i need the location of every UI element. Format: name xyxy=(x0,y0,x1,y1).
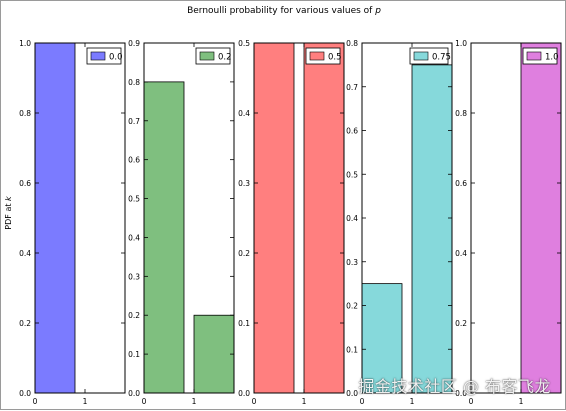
x-tick-label: 0 xyxy=(142,397,147,406)
x-tick-label: 1 xyxy=(192,397,197,406)
y-tick-label: 0.7 xyxy=(346,83,358,92)
y-tick-label: 0.2 xyxy=(238,249,250,258)
y-tick-label: 0.6 xyxy=(346,127,358,136)
bar xyxy=(143,81,185,394)
y-tick-label: 0.3 xyxy=(128,272,140,281)
bar xyxy=(520,42,562,394)
y-tick-label: 0.0 xyxy=(346,389,358,398)
y-tick-label: 0.0 xyxy=(455,389,467,398)
y-tick-label: 1.0 xyxy=(455,39,467,48)
y-tick-label: 0.4 xyxy=(455,249,467,258)
legend-label: 0.75 xyxy=(432,53,451,63)
x-tick-label: 0 xyxy=(252,397,257,406)
y-tick-label: 0.5 xyxy=(346,170,358,179)
legend-swatch xyxy=(526,51,542,61)
y-tick-label: 0.2 xyxy=(455,319,467,328)
figure-title-text: Bernoulli probability for various values… xyxy=(187,6,376,16)
y-tick-label: 0.0 xyxy=(128,389,140,398)
legend-label: 0.0 xyxy=(109,53,123,63)
y-tick-label: 0.4 xyxy=(19,249,31,258)
x-tick-label: 0 xyxy=(469,397,474,406)
subplot-3: 0.0 0.1 0.2 0.3 0.4 0.5 0 1 0.5 xyxy=(238,39,345,406)
y-tick-label: 1.0 xyxy=(19,39,31,48)
bar xyxy=(193,314,235,394)
bar xyxy=(303,42,345,394)
y-tick-label: 0.8 xyxy=(455,109,467,118)
bar xyxy=(34,42,76,394)
y-tick-label: 0.9 xyxy=(128,39,140,48)
subplot-4: 0.0 0.1 0.2 0.3 0.4 0.5 0.6 0.7 0.8 0 1 0.75 xyxy=(346,39,453,406)
y-tick-label: 0.5 xyxy=(128,195,140,204)
x-tick-label: 1 xyxy=(519,397,524,406)
y-tick-label: 0.4 xyxy=(238,109,250,118)
legend-label: 0.5 xyxy=(328,53,342,63)
subplot-2: 0.0 0.1 0.2 0.3 0.4 0.5 0.6 0.7 0.8 0.9 0 1 0.2 xyxy=(128,39,235,406)
bar xyxy=(411,64,453,394)
y-tick-label: 0.2 xyxy=(346,302,358,311)
legend-swatch xyxy=(199,51,215,61)
legend-swatch xyxy=(309,51,325,61)
y-tick-label: 0.6 xyxy=(19,179,31,188)
y-tick-label: 0.0 xyxy=(238,389,250,398)
y-tick-label: 0.6 xyxy=(128,156,140,165)
y-tick-label: 0.8 xyxy=(346,39,358,48)
y-tick-label: 0.1 xyxy=(128,350,140,359)
bar xyxy=(253,42,295,394)
watermark: 掘金技术社区 @ 布客飞龙 xyxy=(358,377,551,396)
legend-swatch xyxy=(413,51,429,61)
y-tick-label: 0.5 xyxy=(238,39,250,48)
axes-frame xyxy=(470,42,562,394)
subplot-1: 0.0 0.2 0.4 0.6 0.8 1.0 0 1 0.0 xyxy=(19,39,126,406)
x-tick-label: 1 xyxy=(302,397,307,406)
axes-frame xyxy=(253,42,345,394)
legend-label: 0.2 xyxy=(218,53,232,63)
y-tick-label: 0.1 xyxy=(346,345,358,354)
y-tick-label: 0.2 xyxy=(19,319,31,328)
bar xyxy=(361,283,403,394)
figure-title-math: p xyxy=(375,6,381,16)
x-tick-label: 0 xyxy=(360,397,365,406)
y-tick-label: 0.2 xyxy=(128,311,140,320)
y-tick-label: 0.3 xyxy=(346,258,358,267)
legend-swatch xyxy=(90,51,106,61)
axes-frame xyxy=(34,42,126,394)
y-tick-label: 0.6 xyxy=(455,179,467,188)
figure-title: Bernoulli probability for various values… xyxy=(1,6,566,16)
y-tick-label: 0.8 xyxy=(128,78,140,87)
y-tick-label: 0.7 xyxy=(128,117,140,126)
x-tick-label: 1 xyxy=(410,397,415,406)
y-tick-label: 0.3 xyxy=(238,179,250,188)
axes-frame xyxy=(143,42,235,394)
y-tick-label: 0.1 xyxy=(238,319,250,328)
y-tick-label: 0.0 xyxy=(19,389,31,398)
y-tick-label: 0.8 xyxy=(19,109,31,118)
y-tick-label: 0.4 xyxy=(346,214,358,223)
x-tick-label: 0 xyxy=(33,397,38,406)
y-tick-label: 0.4 xyxy=(128,233,140,242)
subplot-5: 0.0 0.2 0.4 0.6 0.8 1.0 0 1 1.0 xyxy=(455,39,562,406)
x-tick-label: 1 xyxy=(83,397,88,406)
legend-label: 1.0 xyxy=(545,53,559,63)
